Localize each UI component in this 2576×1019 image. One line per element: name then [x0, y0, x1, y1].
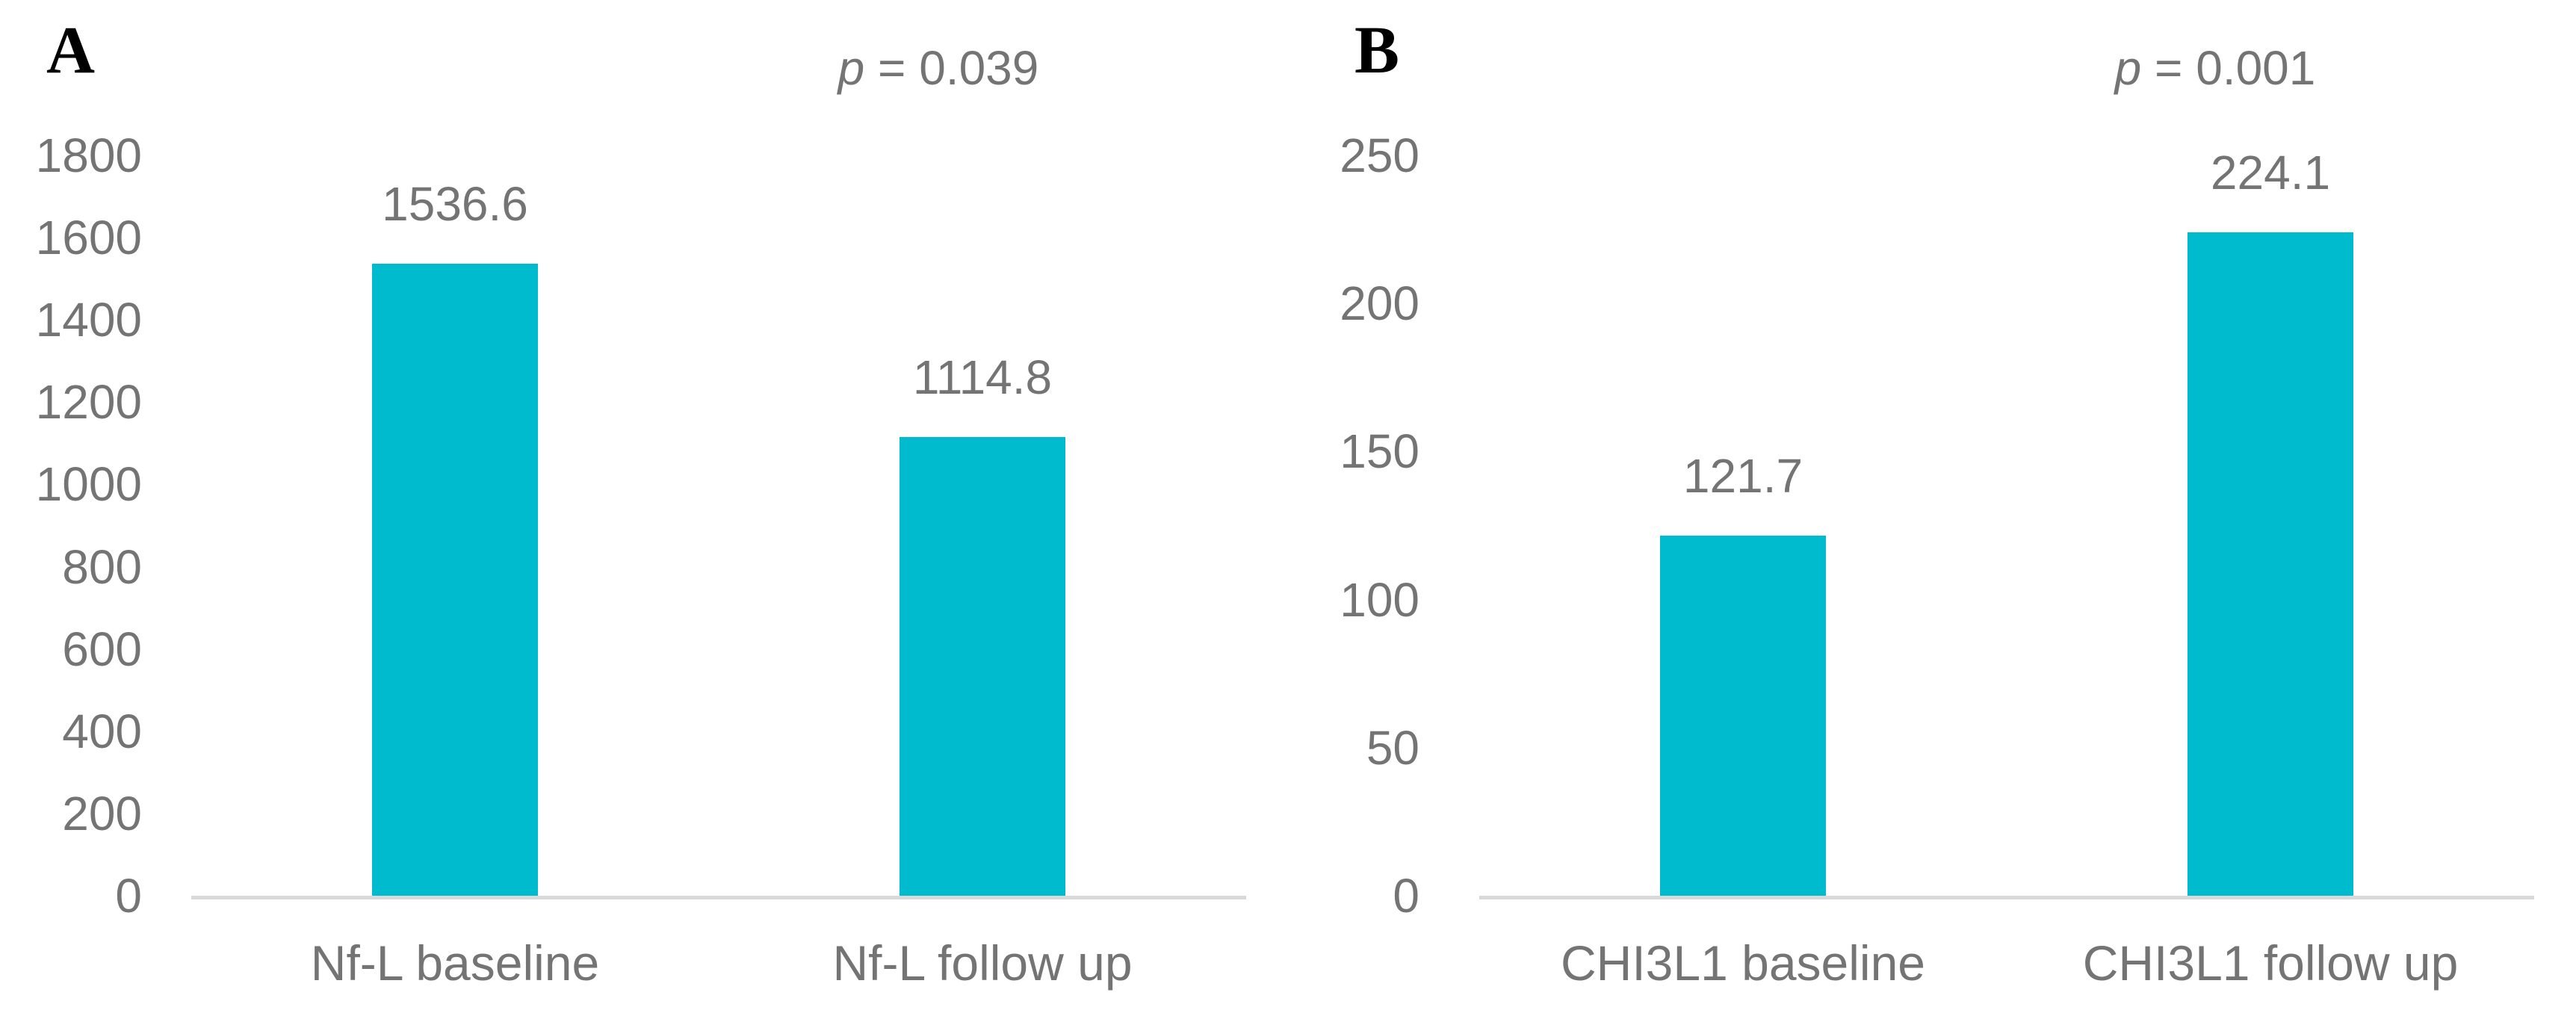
y-axis-tick-label: 1800 [35, 128, 142, 182]
x-axis-category-label: CHI3L1 follow up [2082, 935, 2459, 991]
y-axis-tick-label: 400 [62, 704, 142, 758]
y-axis-tick-label: 0 [115, 869, 142, 923]
panel-a-plot-area: 0 200 400 600 800 1000 1200 1400 1600 1800 1536.6 N… [35, 128, 1246, 991]
panel-a-p-value-annotation: p = 0.039 [838, 37, 1039, 99]
panel-a-letter: A [46, 13, 95, 87]
p-symbol: p [837, 41, 865, 95]
x-axis-category-label: Nf-L follow up [832, 935, 1133, 991]
y-axis-tick-label: 200 [62, 786, 142, 840]
y-axis-tick-label: 150 [1340, 424, 1419, 479]
bar-chi3l1-follow-up [2188, 232, 2353, 896]
bar-data-label: 1536.6 [382, 177, 528, 231]
x-axis-category-label: CHI3L1 baseline [1561, 935, 1925, 991]
panel-b-p-value-annotation: p = 0.001 [2115, 37, 2316, 99]
y-axis-tick-label: 800 [62, 539, 142, 594]
x-axis-category-label: Nf-L baseline [310, 935, 600, 991]
p-value-text: = 0.001 [2141, 41, 2316, 95]
y-axis-tick-label: 1000 [35, 457, 142, 512]
y-axis-tick-label: 1400 [35, 293, 142, 347]
bar-data-label: 121.7 [1682, 449, 1803, 503]
y-axis-tick-label: 200 [1340, 276, 1419, 331]
p-symbol: p [2114, 41, 2142, 95]
y-axis-tick-label: 1200 [35, 375, 142, 430]
panel-a: A p = 0.039 0 200 400 600 800 1000 1200 1400 160… [35, 13, 1246, 991]
y-axis-tick-label: 0 [1393, 869, 1419, 923]
y-axis-tick-label: 250 [1340, 128, 1419, 182]
x-axis-line [191, 896, 1246, 899]
panel-b-letter: B [1354, 13, 1400, 87]
bar-nf-l-baseline [372, 264, 538, 896]
bar-chi3l1-baseline [1660, 536, 1826, 896]
y-axis-tick-label: 100 [1340, 572, 1419, 627]
bar-data-label: 224.1 [2210, 146, 2331, 199]
y-axis-tick-label: 600 [62, 622, 142, 676]
y-axis-tick-label: 1600 [35, 211, 142, 265]
p-value-text: = 0.039 [864, 41, 1039, 95]
bar-data-label: 1114.8 [912, 350, 1053, 404]
y-axis-tick-label: 50 [1366, 720, 1419, 775]
panel-b: B p = 0.001 0 50 100 150 200 250 121.7 CHI3L1 b… [1288, 0, 2576, 1019]
bar-nf-l-follow-up [900, 437, 1065, 896]
x-axis-line [1479, 896, 2534, 899]
panel-b-plot-area: 0 50 100 150 200 250 121.7 CHI3L1 baseline 224.1… [1288, 0, 2576, 1019]
